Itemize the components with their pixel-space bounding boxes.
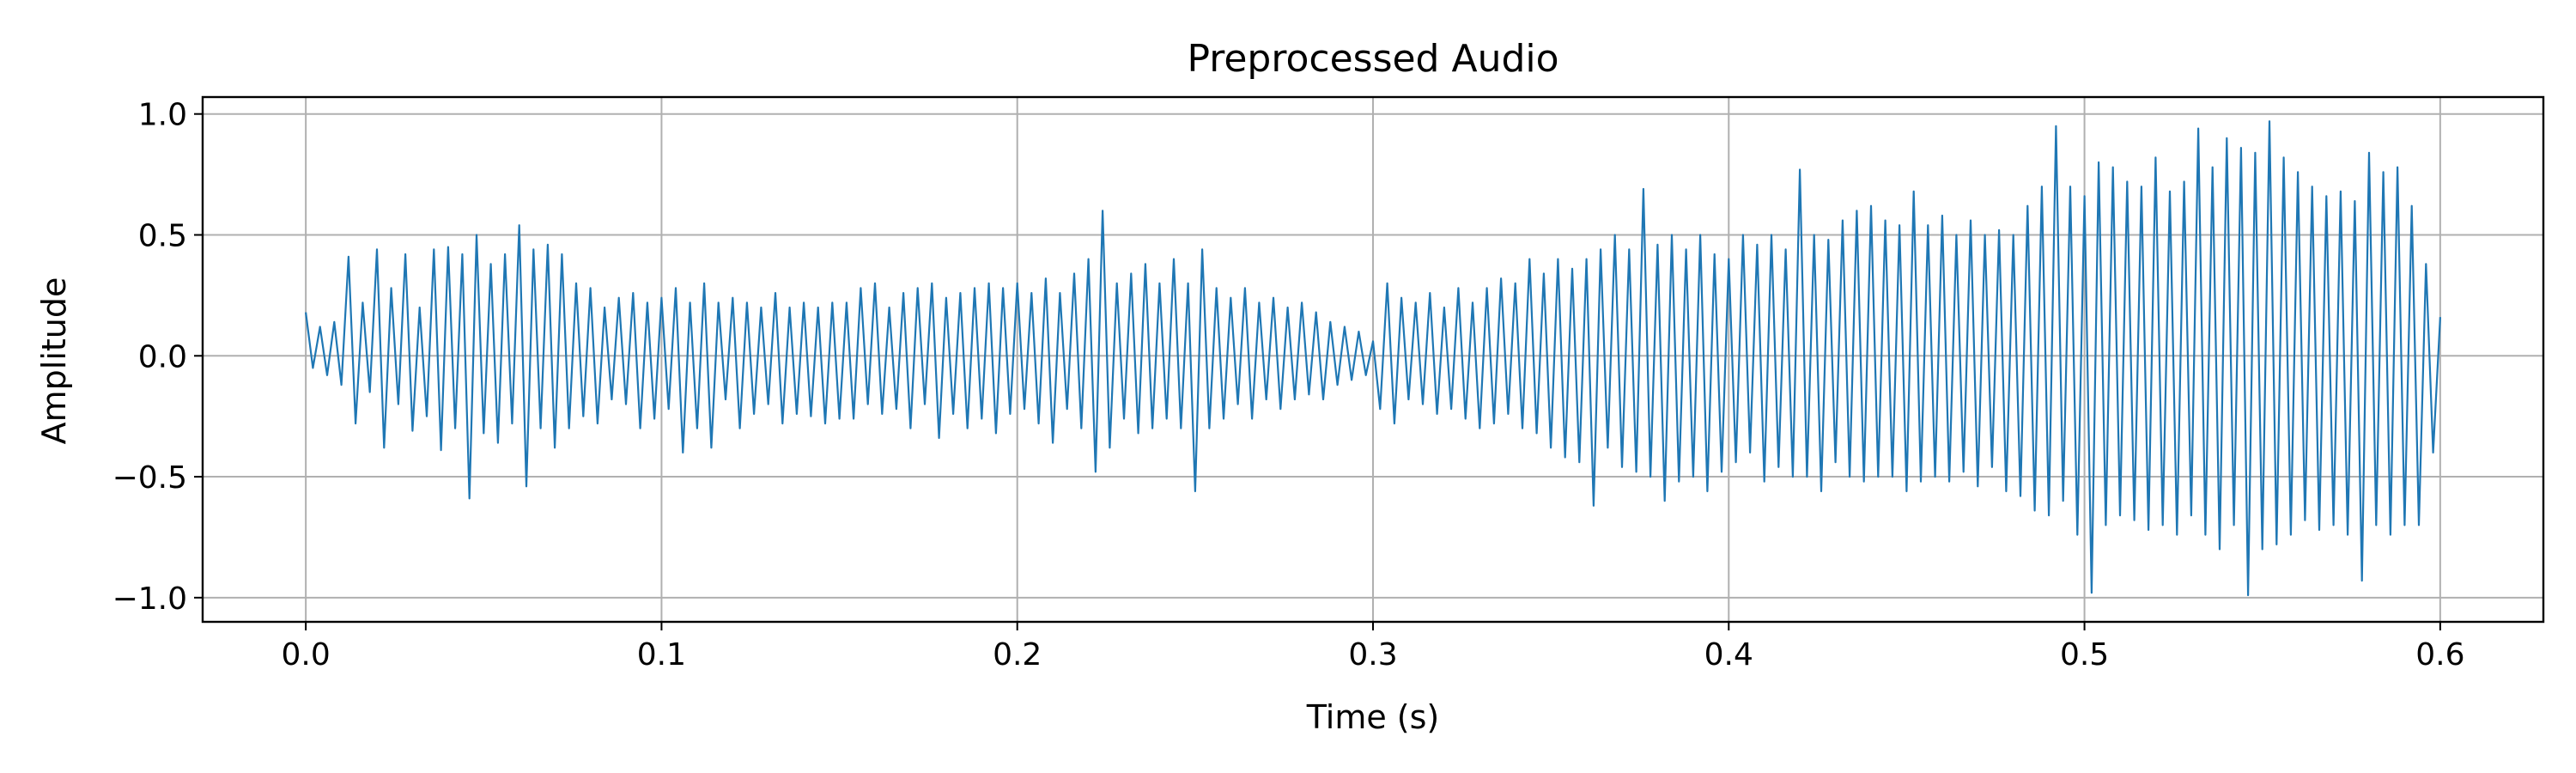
x-tick-label: 0.2 bbox=[993, 637, 1042, 673]
waveform-line bbox=[305, 120, 2441, 597]
y-tick-label: 1.0 bbox=[138, 98, 187, 133]
y-tick-label: −0.5 bbox=[112, 460, 187, 496]
x-tick-label: 0.6 bbox=[2415, 637, 2464, 673]
x-tick-label: 0.1 bbox=[637, 637, 686, 673]
y-tick-label: −1.0 bbox=[112, 581, 187, 617]
chart-title: Preprocessed Audio bbox=[1187, 37, 1558, 81]
y-tick-label: 0.0 bbox=[138, 339, 187, 374]
x-tick-label: 0.5 bbox=[2060, 637, 2109, 673]
y-tick-label: 0.5 bbox=[138, 218, 187, 253]
x-tick-label: 0.3 bbox=[1348, 637, 1397, 673]
x-axis: 0.0 0.1 0.2 0.3 0.4 0.5 0.6 bbox=[282, 622, 2464, 673]
x-axis-label: Time (s) bbox=[1306, 698, 1440, 736]
series-layer bbox=[305, 120, 2441, 597]
x-tick-label: 0.0 bbox=[282, 637, 331, 673]
x-tick-label: 0.4 bbox=[1704, 637, 1753, 673]
y-axis-label: Amplitude bbox=[35, 277, 73, 445]
y-axis: 1.0 0.5 0.0 −0.5 −1.0 bbox=[112, 98, 203, 617]
